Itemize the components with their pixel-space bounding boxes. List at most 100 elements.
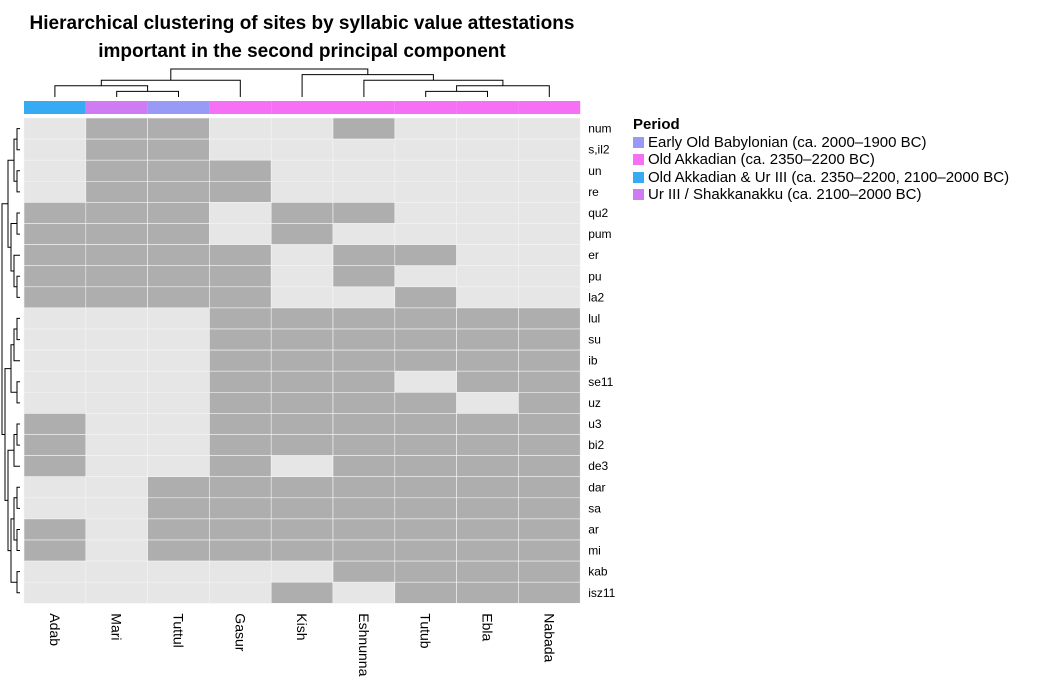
row-dendrogram-branch-2 bbox=[13, 138, 17, 182]
row-dendrogram-branch-9 bbox=[4, 368, 11, 501]
heatmap-cell-u3-Mari bbox=[85, 413, 148, 435]
heatmap-cell-la2-Tuttul bbox=[147, 286, 210, 309]
heatmap-cell-re-Tuttul bbox=[147, 181, 210, 203]
heatmap-cell-bi2-Tuttul bbox=[147, 434, 210, 456]
row-label-su: su bbox=[588, 333, 601, 347]
heatmap-cell-un-Gasur bbox=[209, 159, 272, 182]
row-label-qu2: qu2 bbox=[588, 206, 608, 220]
heatmap-cell-bi2-Nabada bbox=[518, 434, 581, 456]
row-dendrogram-branch-0 bbox=[1, 203, 8, 435]
heatmap-cell-bi2-Mari bbox=[85, 434, 148, 456]
heatmap-cell-kab-Eshnunna bbox=[332, 560, 396, 583]
heatmap-cell-re-Mari bbox=[85, 181, 148, 203]
column-label-Eshnunna: Eshnunna bbox=[356, 613, 372, 676]
heatmap-cell-bi2-Tutub bbox=[394, 434, 457, 456]
column-dendrogram-branch-7 bbox=[425, 90, 488, 97]
row-label-pu: pu bbox=[588, 269, 601, 283]
heatmap-cell-isz11-Kish bbox=[270, 581, 334, 604]
heatmap-cell-ar-Eshnunna bbox=[332, 518, 396, 541]
heatmap-cell-u3-Adab bbox=[23, 413, 87, 435]
heatmap-cell-se11-Gasur bbox=[209, 370, 272, 393]
heatmap-cell-lul-Gasur bbox=[209, 307, 272, 330]
heatmap-cell-la2-Nabada bbox=[518, 286, 581, 309]
heatmap-cell-se11-Kish bbox=[270, 370, 334, 393]
row-label-bi2: bi2 bbox=[588, 438, 604, 452]
row-label-uz: uz bbox=[588, 396, 601, 410]
heatmap-cell-sa-Eshnunna bbox=[332, 497, 396, 520]
heatmap-cell-ib-Nabada bbox=[518, 349, 581, 372]
column-dendrogram bbox=[54, 68, 550, 97]
heatmap-cell-ib-Eshnunna bbox=[332, 349, 396, 372]
heatmap-cell-su-Nabada bbox=[518, 328, 581, 351]
heatmap-cell-lul-Mari bbox=[85, 307, 148, 330]
legend-swatch-3 bbox=[633, 189, 644, 201]
heatmap-cell-mi-Nabada bbox=[518, 539, 581, 562]
heatmap-cell-dar-Adab bbox=[23, 476, 87, 499]
legend-label-2: Old Akkadian & Ur III (ca. 2350–2200, 21… bbox=[648, 168, 1010, 186]
row-label-u3: u3 bbox=[588, 417, 602, 431]
heatmap-cell-qu2-Tutub bbox=[394, 202, 457, 224]
column-dendrogram-branch-1 bbox=[100, 79, 241, 97]
heatmap-cell-kab-Nabada bbox=[518, 560, 581, 583]
column-labels: Adab Mari Tuttul Gasur Kish Eshnunna Tutub Ebla… bbox=[47, 613, 557, 676]
heatmap-cell-uz-Eshnunna bbox=[332, 391, 396, 414]
heatmap-cell-num-Ebla bbox=[456, 117, 519, 140]
heatmap-cell-kab-Adab bbox=[23, 560, 87, 583]
row-label-lul: lul bbox=[588, 311, 600, 325]
column-label-Tuttul: Tuttul bbox=[171, 613, 187, 648]
column-label-Mari: Mari bbox=[109, 613, 125, 640]
heatmap-cell-er-Eshnunna bbox=[332, 244, 396, 267]
heatmap-cell-ib-Adab bbox=[23, 349, 87, 372]
heatmap-cell-un-Ebla bbox=[456, 159, 519, 182]
heatmap-cell-ib-Tutub bbox=[394, 349, 457, 372]
heatmap-cell-sa-Mari bbox=[85, 497, 148, 520]
heatmap-cell-de3-Mari bbox=[85, 455, 148, 478]
heatmap-cell-dar-Eshnunna bbox=[332, 476, 396, 499]
heatmap-cell-qu2-Tuttul bbox=[147, 202, 210, 224]
heatmap-cell-qu2-Nabada bbox=[518, 202, 581, 224]
heatmap-cell-sa-Nabada bbox=[518, 497, 581, 520]
heatmap-cell-se11-Tuttul bbox=[147, 370, 210, 393]
heatmap-cell-lul-Nabada bbox=[518, 307, 581, 330]
heatmap-cell-ar-Mari bbox=[85, 518, 148, 541]
legend-swatch-1 bbox=[633, 154, 644, 166]
heatmap-cell-isz11-Gasur bbox=[209, 581, 272, 604]
heatmap-cell-sa-Tuttul bbox=[147, 497, 210, 520]
heatmap-cell-bi2-Kish bbox=[270, 434, 334, 456]
heatmap-cell-de3-Kish bbox=[270, 455, 334, 478]
heatmap-cell-pum-Mari bbox=[85, 223, 148, 245]
heatmap-cell-dar-Mari bbox=[85, 476, 148, 499]
legend-item-0: Early Old Babylonian (ca. 2000–1900 BC) bbox=[633, 134, 1009, 152]
row-label-ib: ib bbox=[588, 354, 598, 368]
period-cell-Tuttul bbox=[147, 101, 210, 114]
legend-title: Period bbox=[633, 116, 680, 133]
heatmap-cell-pum-Eshnunna bbox=[332, 223, 396, 245]
heatmap-cell-de3-Adab bbox=[23, 455, 87, 478]
heatmap-cell-mi-Gasur bbox=[209, 539, 272, 562]
heatmap-cell-mi-Kish bbox=[270, 539, 334, 562]
heatmap-cell-re-Eshnunna bbox=[332, 181, 396, 203]
heatmap-cell-re-Adab bbox=[23, 181, 87, 203]
heatmap-cell-qu2-Adab bbox=[23, 202, 87, 224]
heatmap-cell-la2-Tutub bbox=[394, 286, 457, 309]
heatmap-cell-re-Ebla bbox=[456, 181, 519, 203]
heatmap-cell-pum-Gasur bbox=[209, 223, 272, 245]
heatmap-cell-uz-Gasur bbox=[209, 391, 272, 414]
heatmap-cell-kab-Kish bbox=[270, 560, 334, 583]
heatmap-cell-de3-Gasur bbox=[209, 455, 272, 478]
heatmap-cell-pum-Nabada bbox=[518, 223, 581, 245]
row-label-ar: ar bbox=[588, 522, 599, 536]
heatmap-cell-se11-Eshnunna bbox=[332, 370, 396, 393]
period-cell-Adab bbox=[24, 101, 86, 114]
row-labels: num s,il2 un re qu2 pum er pu la2 lul su ib se11 uz u3… bbox=[588, 122, 615, 600]
column-label-Nabada: Nabada bbox=[541, 613, 557, 662]
row-label-sa: sa bbox=[588, 501, 601, 515]
row-dendrogram-branch-20 bbox=[16, 529, 20, 551]
heatmap-cell-re-Kish bbox=[270, 181, 334, 203]
period-cell-Nabada bbox=[518, 101, 581, 114]
heatmap-cell-de3-Tutub bbox=[394, 455, 457, 478]
row-dendrogram-branch-7 bbox=[13, 254, 20, 288]
chart-title: Hierarchical clustering of sites by syll… bbox=[29, 13, 575, 34]
heatmap-cell-ar-Tutub bbox=[394, 518, 457, 541]
heatmap-cell-pu-Kish bbox=[270, 265, 334, 288]
